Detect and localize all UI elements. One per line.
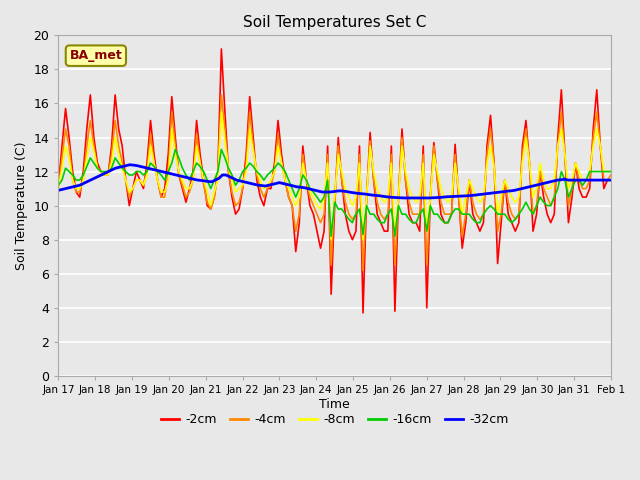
-32cm [386,194,394,200]
-2cm [72,189,80,195]
Line: -16cm: -16cm [58,149,611,236]
-2cm [359,310,367,316]
-8cm [54,186,62,192]
-8cm [72,186,80,192]
-16cm [72,177,80,183]
-32cm [443,194,451,200]
-2cm [83,126,91,132]
-32cm [126,162,134,168]
-16cm [54,182,62,188]
-2cm [218,46,225,52]
-4cm [83,143,91,149]
-16cm [327,233,335,239]
-32cm [508,188,515,194]
-4cm [508,211,516,217]
-4cm [218,92,225,98]
Line: -2cm: -2cm [58,49,611,313]
-32cm [401,195,408,201]
-2cm [508,220,516,226]
-8cm [218,109,225,115]
-4cm [380,216,388,222]
Legend: -2cm, -4cm, -8cm, -16cm, -32cm: -2cm, -4cm, -8cm, -16cm, -32cm [156,408,514,431]
-4cm [264,186,271,192]
-2cm [607,177,615,183]
-32cm [607,177,615,183]
X-axis label: Time: Time [319,398,350,411]
Line: -8cm: -8cm [58,112,611,240]
-4cm [204,199,211,205]
-32cm [286,182,294,188]
-2cm [54,182,62,188]
-4cm [72,189,80,195]
-8cm [264,182,271,188]
-2cm [204,203,211,208]
-8cm [607,168,615,174]
-32cm [197,178,205,183]
-16cm [607,168,615,174]
-4cm [359,267,367,273]
-8cm [327,237,335,242]
Text: BA_met: BA_met [70,49,122,62]
-8cm [508,194,516,200]
-4cm [54,186,62,192]
Line: -32cm: -32cm [58,165,611,198]
-16cm [207,186,214,192]
-2cm [264,186,271,192]
Title: Soil Temperatures Set C: Soil Temperatures Set C [243,15,426,30]
-16cm [172,146,179,152]
-8cm [380,199,388,205]
-32cm [265,182,273,188]
-16cm [264,172,271,178]
-8cm [204,189,211,195]
-4cm [607,172,615,178]
-2cm [380,228,388,234]
Y-axis label: Soil Temperature (C): Soil Temperature (C) [15,142,28,270]
-32cm [54,187,62,193]
Line: -4cm: -4cm [58,95,611,270]
-16cm [380,220,388,226]
-16cm [508,220,516,226]
-16cm [83,164,91,169]
-8cm [83,155,91,161]
